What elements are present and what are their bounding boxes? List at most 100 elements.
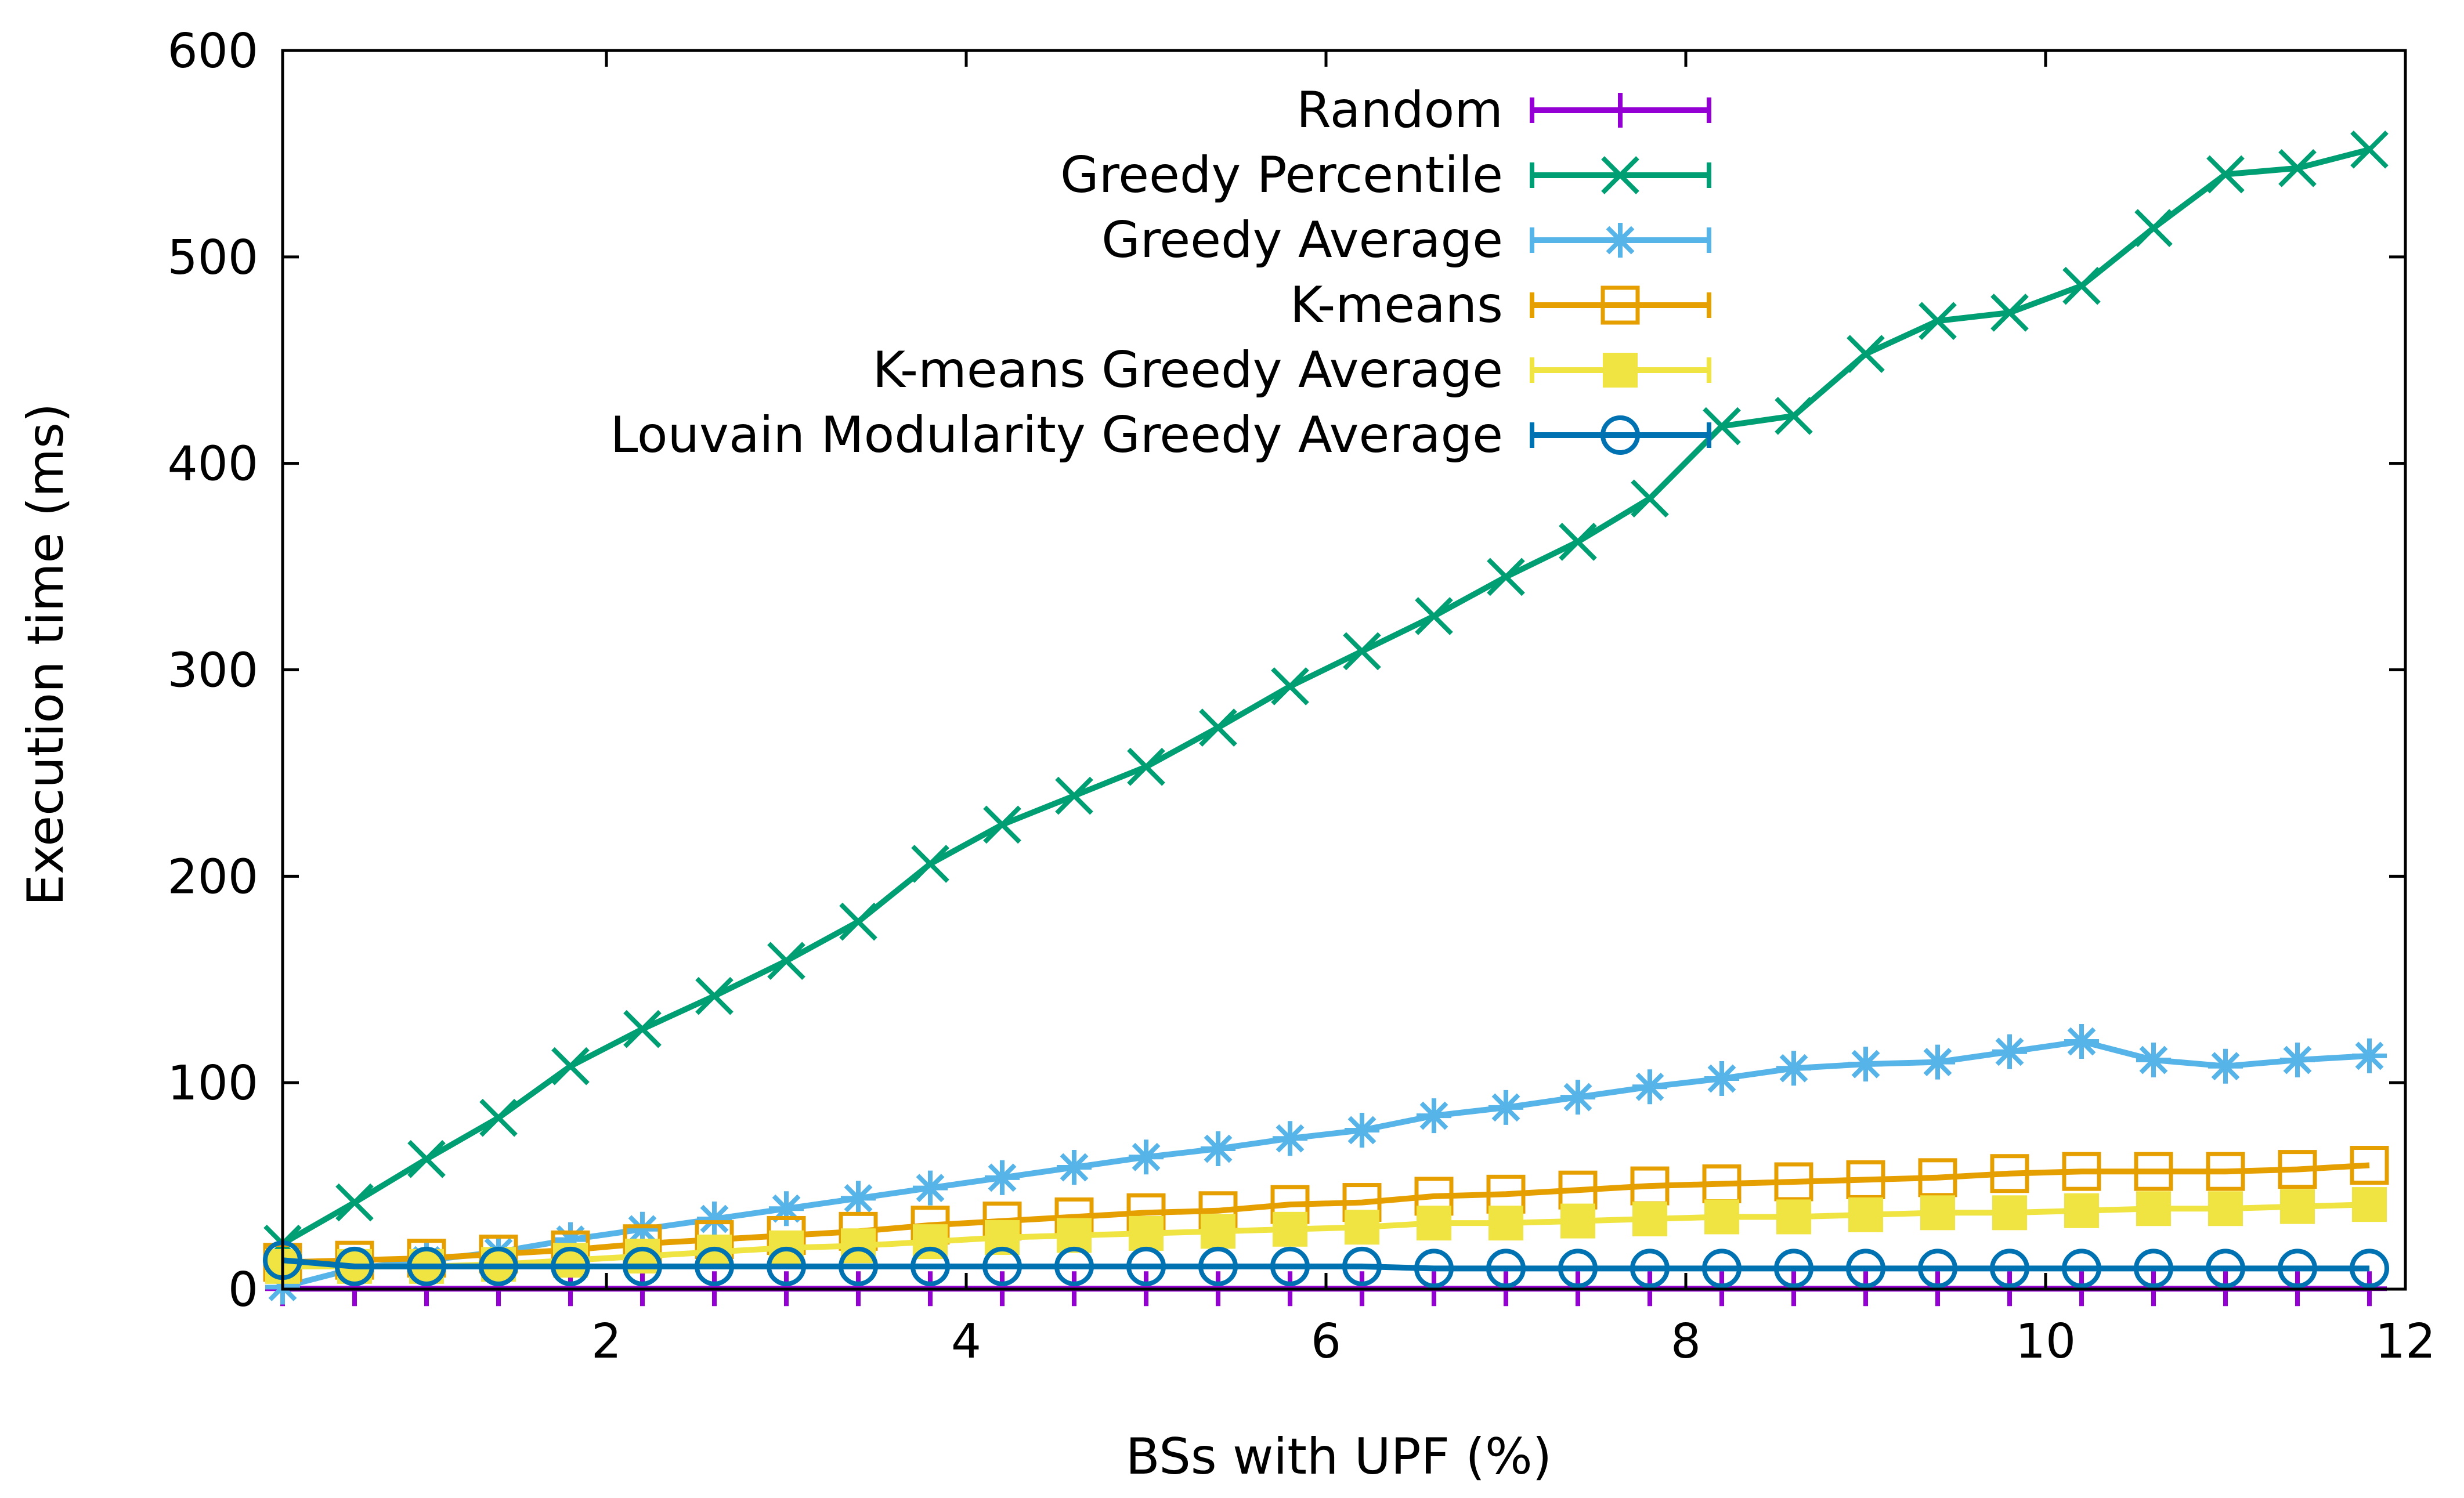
- data-point: [623, 1009, 662, 1048]
- data-point: [1127, 747, 1165, 786]
- data-point: [839, 1246, 878, 1286]
- data-point: [2280, 1189, 2315, 1224]
- data-point: [983, 805, 1021, 844]
- data-point: [1126, 1246, 1166, 1286]
- data-point: [551, 1047, 590, 1085]
- data-point: [2208, 1048, 2243, 1084]
- data-point: [841, 1228, 876, 1264]
- y-tick-label: 300: [167, 643, 258, 699]
- data-point: [1775, 396, 1813, 435]
- data-point: [1345, 1210, 1379, 1245]
- legend-label: Greedy Percentile: [1060, 146, 1503, 204]
- legend-marker: [1603, 93, 1638, 128]
- data-point: [1630, 1249, 1670, 1289]
- data-point: [1054, 1246, 1094, 1286]
- data-point: [982, 1246, 1022, 1286]
- data-point: [1704, 1199, 1739, 1235]
- data-point: [1129, 1215, 1164, 1251]
- data-point: [1632, 1202, 1667, 1237]
- data-point: [2350, 1146, 2389, 1185]
- data-point: [1198, 1246, 1238, 1286]
- series-line: [281, 146, 2371, 1247]
- data-point: [1992, 1195, 2027, 1231]
- data-point: [1201, 1214, 1235, 1249]
- data-point: [1846, 1160, 1885, 1199]
- data-point: [2206, 155, 2245, 194]
- x-axis-title: BSs with UPF (%): [1126, 1428, 1552, 1486]
- data-point: [2062, 266, 2101, 305]
- legend-marker: [1600, 415, 1640, 455]
- data-point: [1846, 1249, 1885, 1289]
- data-point: [1776, 1051, 1811, 1086]
- data-point: [1417, 1206, 1451, 1241]
- y-tick-label: 0: [228, 1262, 258, 1318]
- data-point: [2062, 1152, 2101, 1191]
- series-3: [265, 1024, 2387, 1305]
- data-point: [1055, 776, 1093, 815]
- data-point: [1057, 1150, 1092, 1185]
- x-tick-label: 6: [1311, 1314, 1341, 1369]
- data-point: [1487, 558, 1525, 596]
- data-point: [911, 1246, 950, 1286]
- data-point: [335, 1246, 374, 1286]
- data-point: [2278, 1249, 2317, 1289]
- data-point: [479, 1098, 518, 1137]
- data-point: [2350, 130, 2389, 169]
- data-point: [2206, 1152, 2245, 1191]
- data-point: [1345, 1113, 1379, 1148]
- data-point: [2208, 1191, 2243, 1226]
- data-point: [1417, 1098, 1451, 1134]
- data-point: [695, 976, 734, 1015]
- data-point: [2352, 1038, 2387, 1073]
- data-point: [625, 1211, 660, 1247]
- legend-label: K-means: [1290, 276, 1503, 334]
- data-point: [841, 1181, 876, 1216]
- data-point: [2136, 1191, 2171, 1226]
- data-point: [1632, 1069, 1667, 1105]
- data-point: [1918, 1158, 1957, 1197]
- data-point: [1920, 1195, 1955, 1231]
- axes-layer: 2 4 6 8 10 12 0 100 200 300 400 500 600: [167, 24, 2436, 1369]
- data-point: [695, 1246, 734, 1286]
- legend-marker: [1601, 156, 1639, 194]
- data-point: [553, 1222, 588, 1257]
- legend-item-2: Greedy Percentile: [1060, 146, 1711, 204]
- x-tick-label: 12: [2375, 1314, 2436, 1369]
- data-point: [1273, 1121, 1307, 1156]
- data-point: [1990, 294, 2029, 332]
- x-tick-label: 4: [951, 1314, 981, 1369]
- x-tick-label: 8: [1671, 1314, 1701, 1369]
- series-6: [263, 1240, 2389, 1289]
- data-point: [2064, 1024, 2099, 1059]
- data-point: [1558, 1249, 1598, 1289]
- data-point: [1631, 479, 1669, 518]
- data-point: [2280, 1043, 2315, 1078]
- data-point: [1919, 302, 1957, 340]
- data-point: [1918, 1249, 1957, 1289]
- data-point: [913, 1170, 948, 1206]
- data-point: [1702, 1249, 1742, 1289]
- data-point: [1343, 632, 1381, 671]
- data-point: [1201, 1131, 1235, 1167]
- legend-item-6: Louvain Modularity Greedy Average: [610, 406, 1711, 464]
- data-point: [1774, 1162, 1813, 1202]
- data-point: [551, 1246, 590, 1286]
- data-point: [335, 1183, 374, 1222]
- data-point: [911, 845, 949, 883]
- data-point: [1486, 1249, 1526, 1289]
- data-point: [1990, 1249, 2029, 1289]
- y-tick-label: 200: [167, 849, 258, 904]
- legend-label: K-means Greedy Average: [873, 341, 1503, 399]
- data-point: [1270, 1246, 1310, 1286]
- data-point: [1560, 1203, 1595, 1239]
- legend-marker: [1603, 353, 1638, 388]
- data-point: [1774, 1249, 1813, 1289]
- data-point: [2136, 1043, 2171, 1078]
- data-point: [623, 1246, 662, 1286]
- data-point: [1199, 708, 1237, 747]
- data-point: [1992, 1034, 2027, 1069]
- series-2: [263, 130, 2389, 1263]
- data-point: [2134, 1249, 2173, 1289]
- data-point: [2134, 1152, 2173, 1191]
